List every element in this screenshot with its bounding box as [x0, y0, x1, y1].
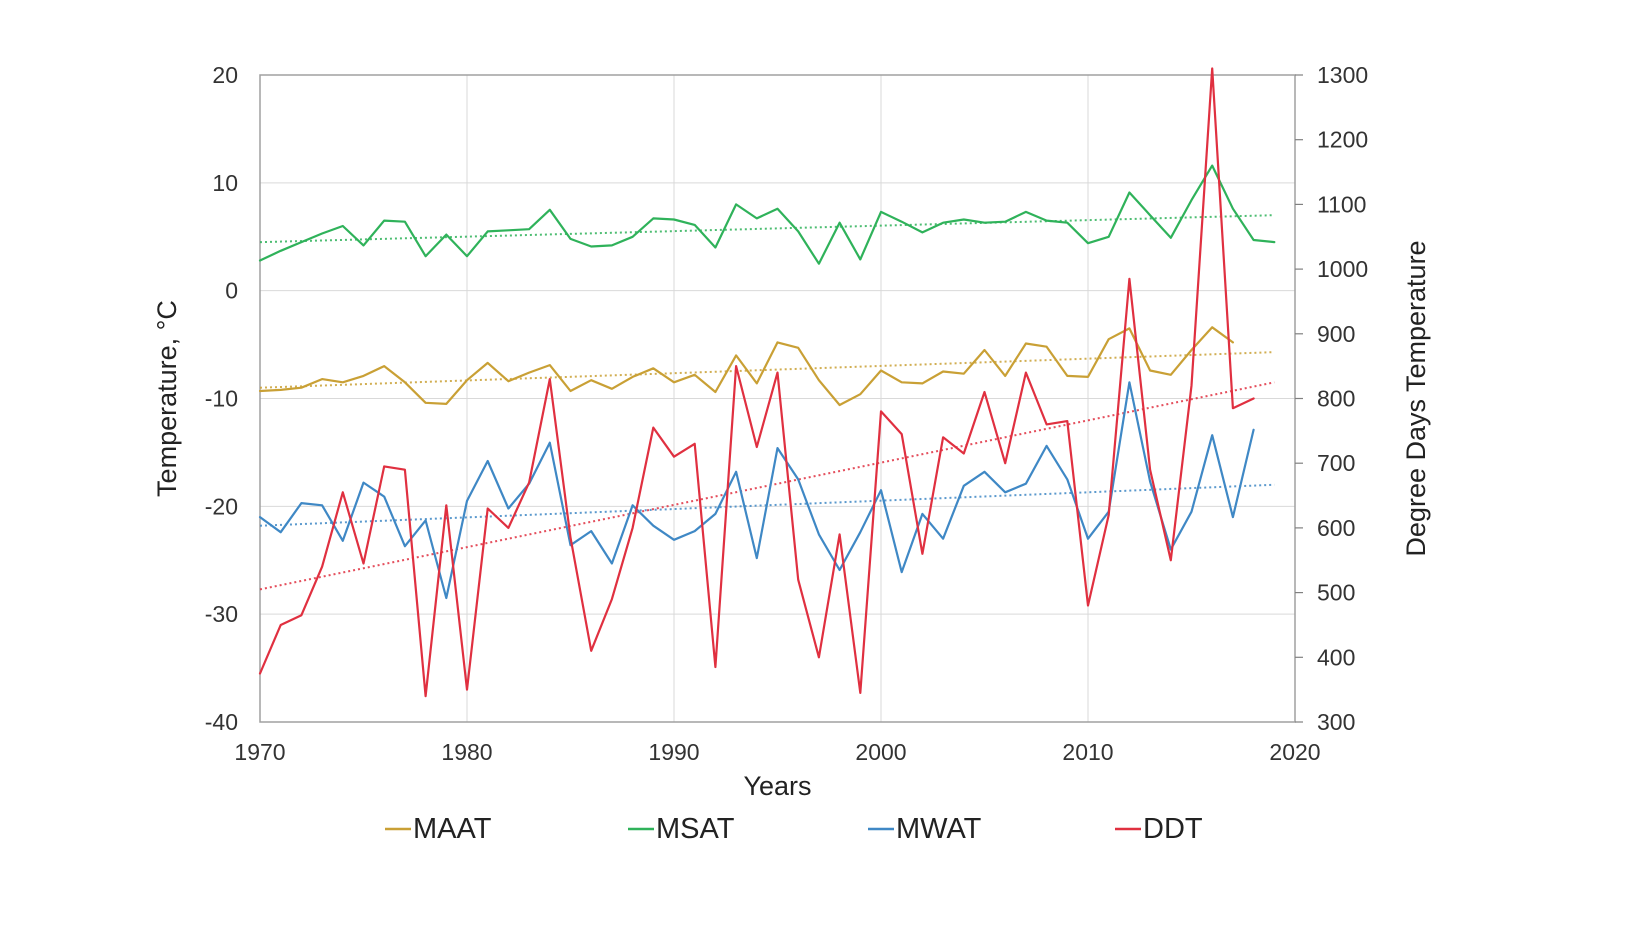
right-y-tick-label: 500	[1317, 580, 1355, 606]
right-y-tick-label: 300	[1317, 709, 1355, 735]
right-y-tick-label: 1100	[1317, 191, 1366, 217]
trendline-maat	[259, 351, 1275, 389]
x-tick-label: 2010	[1062, 739, 1113, 765]
trendline-mwat	[259, 483, 1275, 527]
x-tick-label: 1980	[441, 739, 492, 765]
right-y-axis-title: Degree Days Temperature	[1401, 240, 1431, 556]
series-layer	[258, 67, 1276, 698]
series-line-msat	[258, 164, 1276, 265]
left-y-axis-title: Temperature, °C	[152, 300, 182, 497]
right-y-tick-label: 800	[1317, 386, 1355, 412]
left-y-tick-label: -30	[205, 601, 238, 627]
right-y-tick-label: 600	[1317, 515, 1355, 541]
trend-layer	[259, 214, 1275, 591]
series-line-mwat	[258, 381, 1255, 600]
left-y-tick-label: 20	[212, 62, 238, 88]
left-y-tick-label: 0	[225, 278, 238, 304]
legend-label-ddt: DDT	[1143, 813, 1203, 845]
right-y-tick-label: 1300	[1317, 62, 1368, 88]
left-y-tick-label: 10	[212, 170, 238, 196]
series-line-maat	[258, 326, 1235, 407]
legend-label-maat: MAAT	[413, 813, 492, 845]
x-tick-label: 2020	[1269, 739, 1320, 765]
right-y-tick-label: 1200	[1317, 127, 1368, 153]
x-tick-label: 2000	[855, 739, 906, 765]
left-y-tick-label: -40	[205, 709, 238, 735]
right-y-tick-label: 1000	[1317, 256, 1368, 282]
x-tick-label: 1970	[234, 739, 285, 765]
left-y-tick-label: -10	[205, 386, 238, 412]
series-line-ddt	[258, 67, 1255, 698]
trendline-msat	[259, 214, 1275, 244]
right-y-tick-label: 900	[1317, 321, 1355, 347]
right-y-tick-label: 400	[1317, 644, 1355, 670]
left-y-tick-label: -20	[205, 493, 238, 519]
x-tick-label: 1990	[648, 739, 699, 765]
legend-label-mwat: MWAT	[896, 813, 982, 845]
right-y-tick-label: 700	[1317, 450, 1355, 476]
tick-layer: 1970 1980 1990 2000 2010 202020100-10-20-30-4…	[205, 62, 1368, 765]
legend-label-msat: MSAT	[656, 813, 735, 845]
x-axis-title: Years	[743, 771, 811, 801]
legend: MAAT MSAT MWAT DDT	[385, 813, 1203, 845]
